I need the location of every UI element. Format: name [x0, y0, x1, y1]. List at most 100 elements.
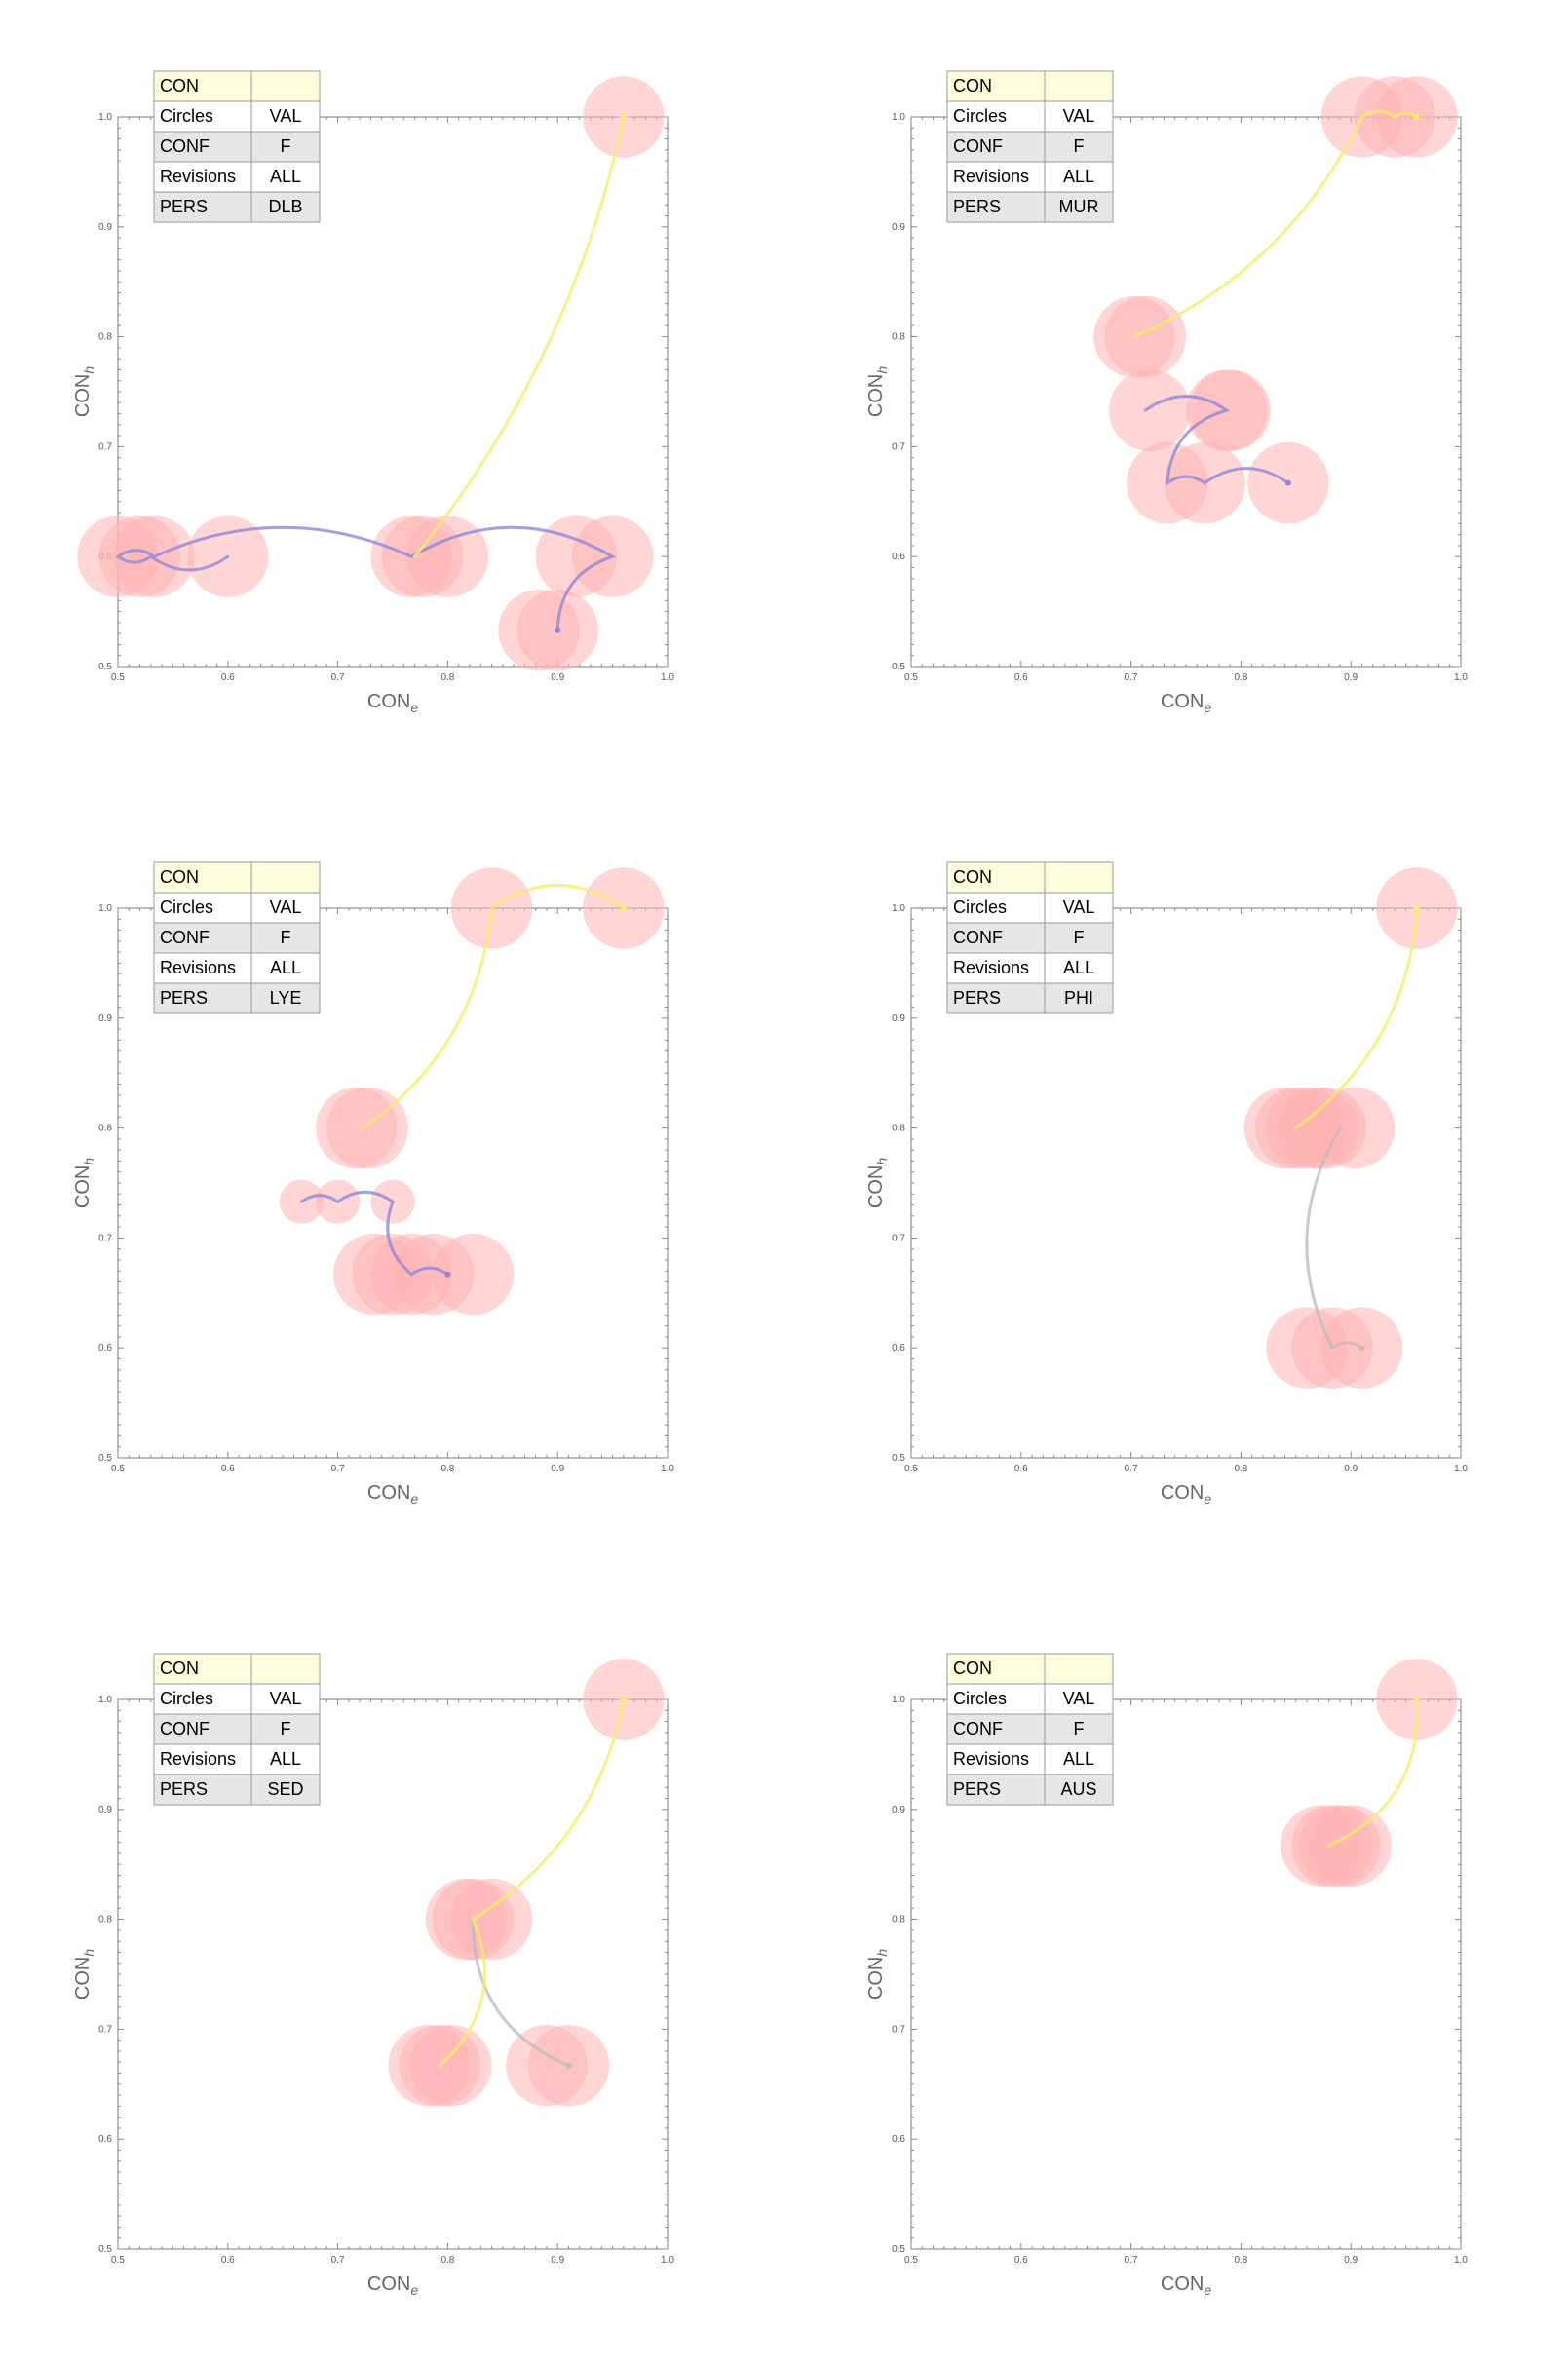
legend-key: PERS	[953, 988, 1001, 1008]
legend-key: CONF	[953, 1719, 1003, 1738]
legend-value: ALL	[1063, 1749, 1094, 1769]
x-tick-label: 0.7	[331, 2255, 345, 2266]
legend-table: CON Circles VAL CONF F Revisions ALL PERS PHI	[946, 861, 1114, 1014]
data-point-circle	[410, 2024, 492, 2107]
revision-path	[413, 115, 626, 558]
x-tick-label: 0.6	[1014, 672, 1028, 683]
scatter-plot: 0.50.60.70.80.91.00.50.60.70.80.91.0CONe…	[72, 70, 674, 715]
x-tick-label: 1.0	[661, 1464, 674, 1474]
data-point-circle	[326, 1087, 408, 1169]
x-tick-label: 0.5	[904, 672, 918, 683]
legend-row	[153, 1713, 321, 1745]
x-tick-label: 0.8	[1234, 672, 1247, 683]
y-tick-label: 1.0	[892, 903, 905, 914]
data-point-circle	[1310, 1805, 1392, 1887]
y-tick-label: 0.8	[98, 1124, 112, 1134]
y-tick-label: 0.9	[98, 222, 112, 233]
legend-key: CONF	[160, 1719, 210, 1738]
y-axis-title: CONh	[865, 1158, 890, 1208]
data-point-circle	[1189, 369, 1271, 451]
legend-value: ALL	[270, 1749, 301, 1769]
legend-key: PERS	[160, 197, 208, 216]
revision-path-end	[555, 627, 561, 633]
y-axis-title: CONh	[865, 1949, 890, 2000]
x-axis-title: CONe	[1161, 2273, 1211, 2298]
x-axis-title: CONe	[367, 1482, 418, 1507]
legend-row	[153, 191, 321, 223]
legend-value: ALL	[1063, 958, 1094, 977]
x-tick-label: 0.9	[551, 1464, 564, 1474]
legend-key: CONF	[953, 928, 1003, 947]
legend-key: Circles	[953, 1689, 1007, 1708]
legend-value: F	[1074, 1719, 1085, 1738]
legend-key: Circles	[160, 897, 213, 917]
legend-row	[153, 131, 321, 163]
legend-row	[946, 1743, 1114, 1775]
x-tick-label: 0.8	[440, 1464, 454, 1474]
y-tick-label: 0.7	[892, 441, 905, 452]
x-tick-label: 0.7	[1125, 2255, 1138, 2266]
x-tick-label: 0.8	[1234, 1464, 1247, 1474]
revision-path	[1294, 906, 1419, 1130]
data-point-circle	[1109, 369, 1191, 451]
x-tick-label: 0.9	[551, 672, 564, 683]
legend-key: PERS	[953, 1779, 1001, 1799]
legend-key: Revisions	[953, 1749, 1029, 1769]
legend-key: PERS	[953, 197, 1001, 216]
revision-path	[1327, 1698, 1419, 1848]
y-tick-label: 0.5	[892, 662, 905, 672]
y-tick-label: 1.0	[892, 112, 905, 123]
y-tick-label: 0.5	[892, 2244, 905, 2255]
y-tick-label: 0.6	[98, 2134, 112, 2145]
revision-path	[115, 525, 617, 632]
legend-row	[946, 861, 1114, 894]
revision-path-end	[444, 1271, 451, 1278]
legend-key: Circles	[953, 897, 1007, 917]
y-tick-label: 0.6	[892, 1343, 905, 1354]
y-tick-label: 0.7	[98, 441, 112, 452]
legend-key: PERS	[160, 1779, 208, 1799]
legend-key: CONF	[160, 928, 210, 947]
legend-table: CON Circles VAL CONF F Revisions ALL PERS AUS	[946, 1653, 1114, 1806]
legend-row	[946, 952, 1114, 984]
legend-value: VAL	[270, 106, 302, 126]
legend-table: CON Circles VAL CONF F Revisions ALL PERS MUR	[946, 70, 1114, 223]
revision-path-end	[1413, 1697, 1420, 1702]
x-tick-label: 0.7	[331, 672, 345, 683]
legend-value: F	[281, 1719, 291, 1738]
legend-key: Revisions	[953, 958, 1029, 977]
legend-value: VAL	[270, 1689, 302, 1708]
x-axis-title: CONe	[1161, 691, 1211, 715]
revision-path	[362, 883, 626, 1130]
revision-path-end	[1413, 905, 1420, 911]
legend-key: CON	[953, 76, 992, 95]
legend-row	[946, 191, 1114, 223]
y-tick-label: 1.0	[98, 903, 112, 914]
x-tick-label: 1.0	[661, 2255, 674, 2266]
legend-value: F	[281, 928, 291, 947]
y-tick-label: 0.8	[892, 1124, 905, 1134]
chart-panel: 0.50.60.70.80.91.00.50.60.70.80.91.0CONe…	[0, 0, 784, 783]
legend-value: F	[1074, 136, 1085, 156]
x-tick-label: 0.7	[331, 1464, 345, 1474]
legend-value: VAL	[1063, 106, 1095, 126]
x-tick-label: 0.6	[221, 1464, 235, 1474]
legend-row	[153, 952, 321, 984]
legend-value: VAL	[270, 897, 302, 917]
legend-value: ALL	[1063, 167, 1094, 186]
legend-value: SED	[267, 1779, 303, 1799]
y-tick-label: 0.5	[98, 1453, 112, 1464]
x-tick-label: 0.6	[1014, 2255, 1028, 2266]
legend-value: VAL	[1063, 897, 1095, 917]
x-tick-label: 0.9	[551, 2255, 564, 2266]
y-tick-label: 0.8	[892, 1915, 905, 1926]
legend-key: CONF	[953, 136, 1003, 156]
